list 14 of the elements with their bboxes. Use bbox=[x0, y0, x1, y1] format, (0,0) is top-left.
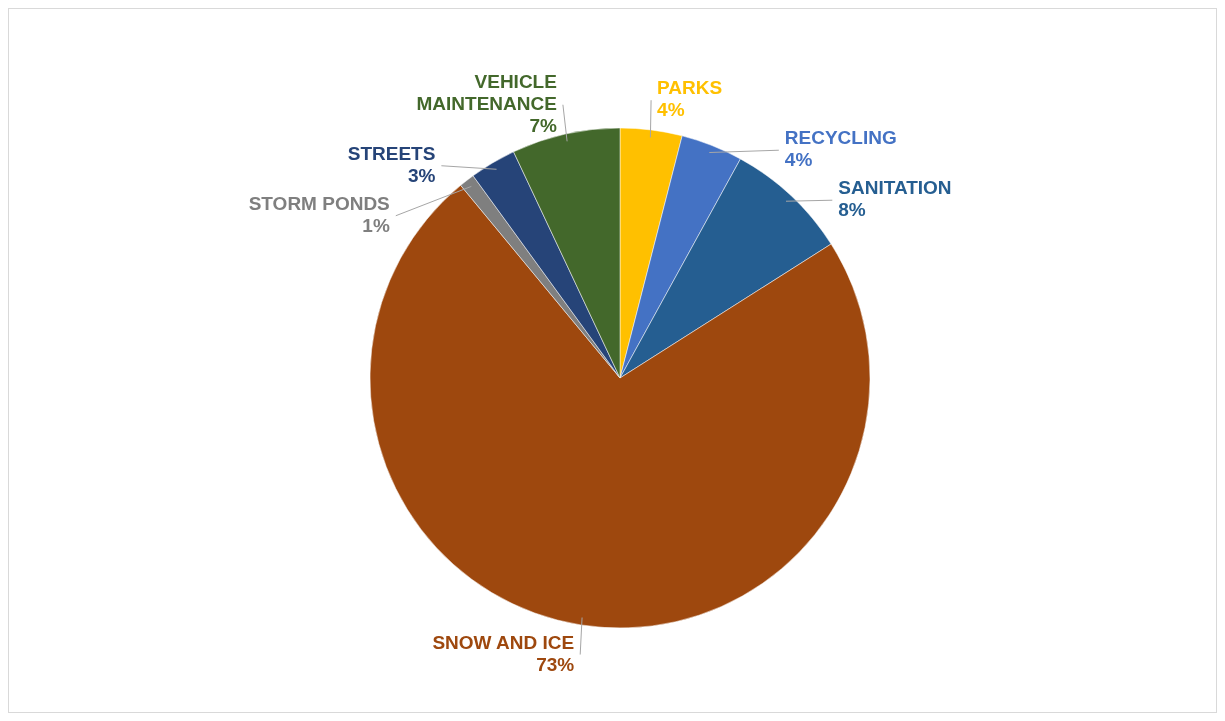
slice-label: VEHICLE MAINTENANCE bbox=[416, 70, 557, 114]
data-label: 7% bbox=[529, 114, 558, 136]
slice-label: PARKS bbox=[657, 77, 723, 99]
data-label: 8% bbox=[838, 199, 866, 221]
slice-label: STORM PONDS bbox=[248, 192, 390, 214]
data-label: 1% bbox=[362, 214, 390, 236]
slice-label: STREETS bbox=[347, 142, 436, 164]
data-label: 73% bbox=[536, 653, 575, 675]
slice-label: RECYCLING bbox=[784, 127, 897, 149]
data-label: 3% bbox=[407, 164, 436, 186]
slice-label: SNOW AND ICE bbox=[432, 631, 575, 653]
data-label: 4% bbox=[784, 149, 813, 171]
data-label: 4% bbox=[657, 99, 685, 121]
slice-label: SANITATION bbox=[838, 177, 952, 199]
